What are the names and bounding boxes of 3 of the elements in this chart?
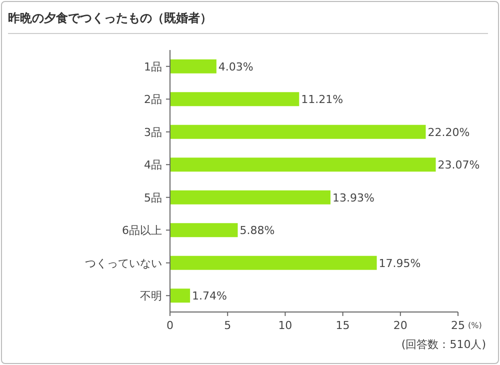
annotation: (回答数：510人) <box>401 338 486 351</box>
xlabel: (%) <box>468 321 482 330</box>
title: 昨晩の夕食でつくったもの（既婚者） <box>8 10 488 34</box>
